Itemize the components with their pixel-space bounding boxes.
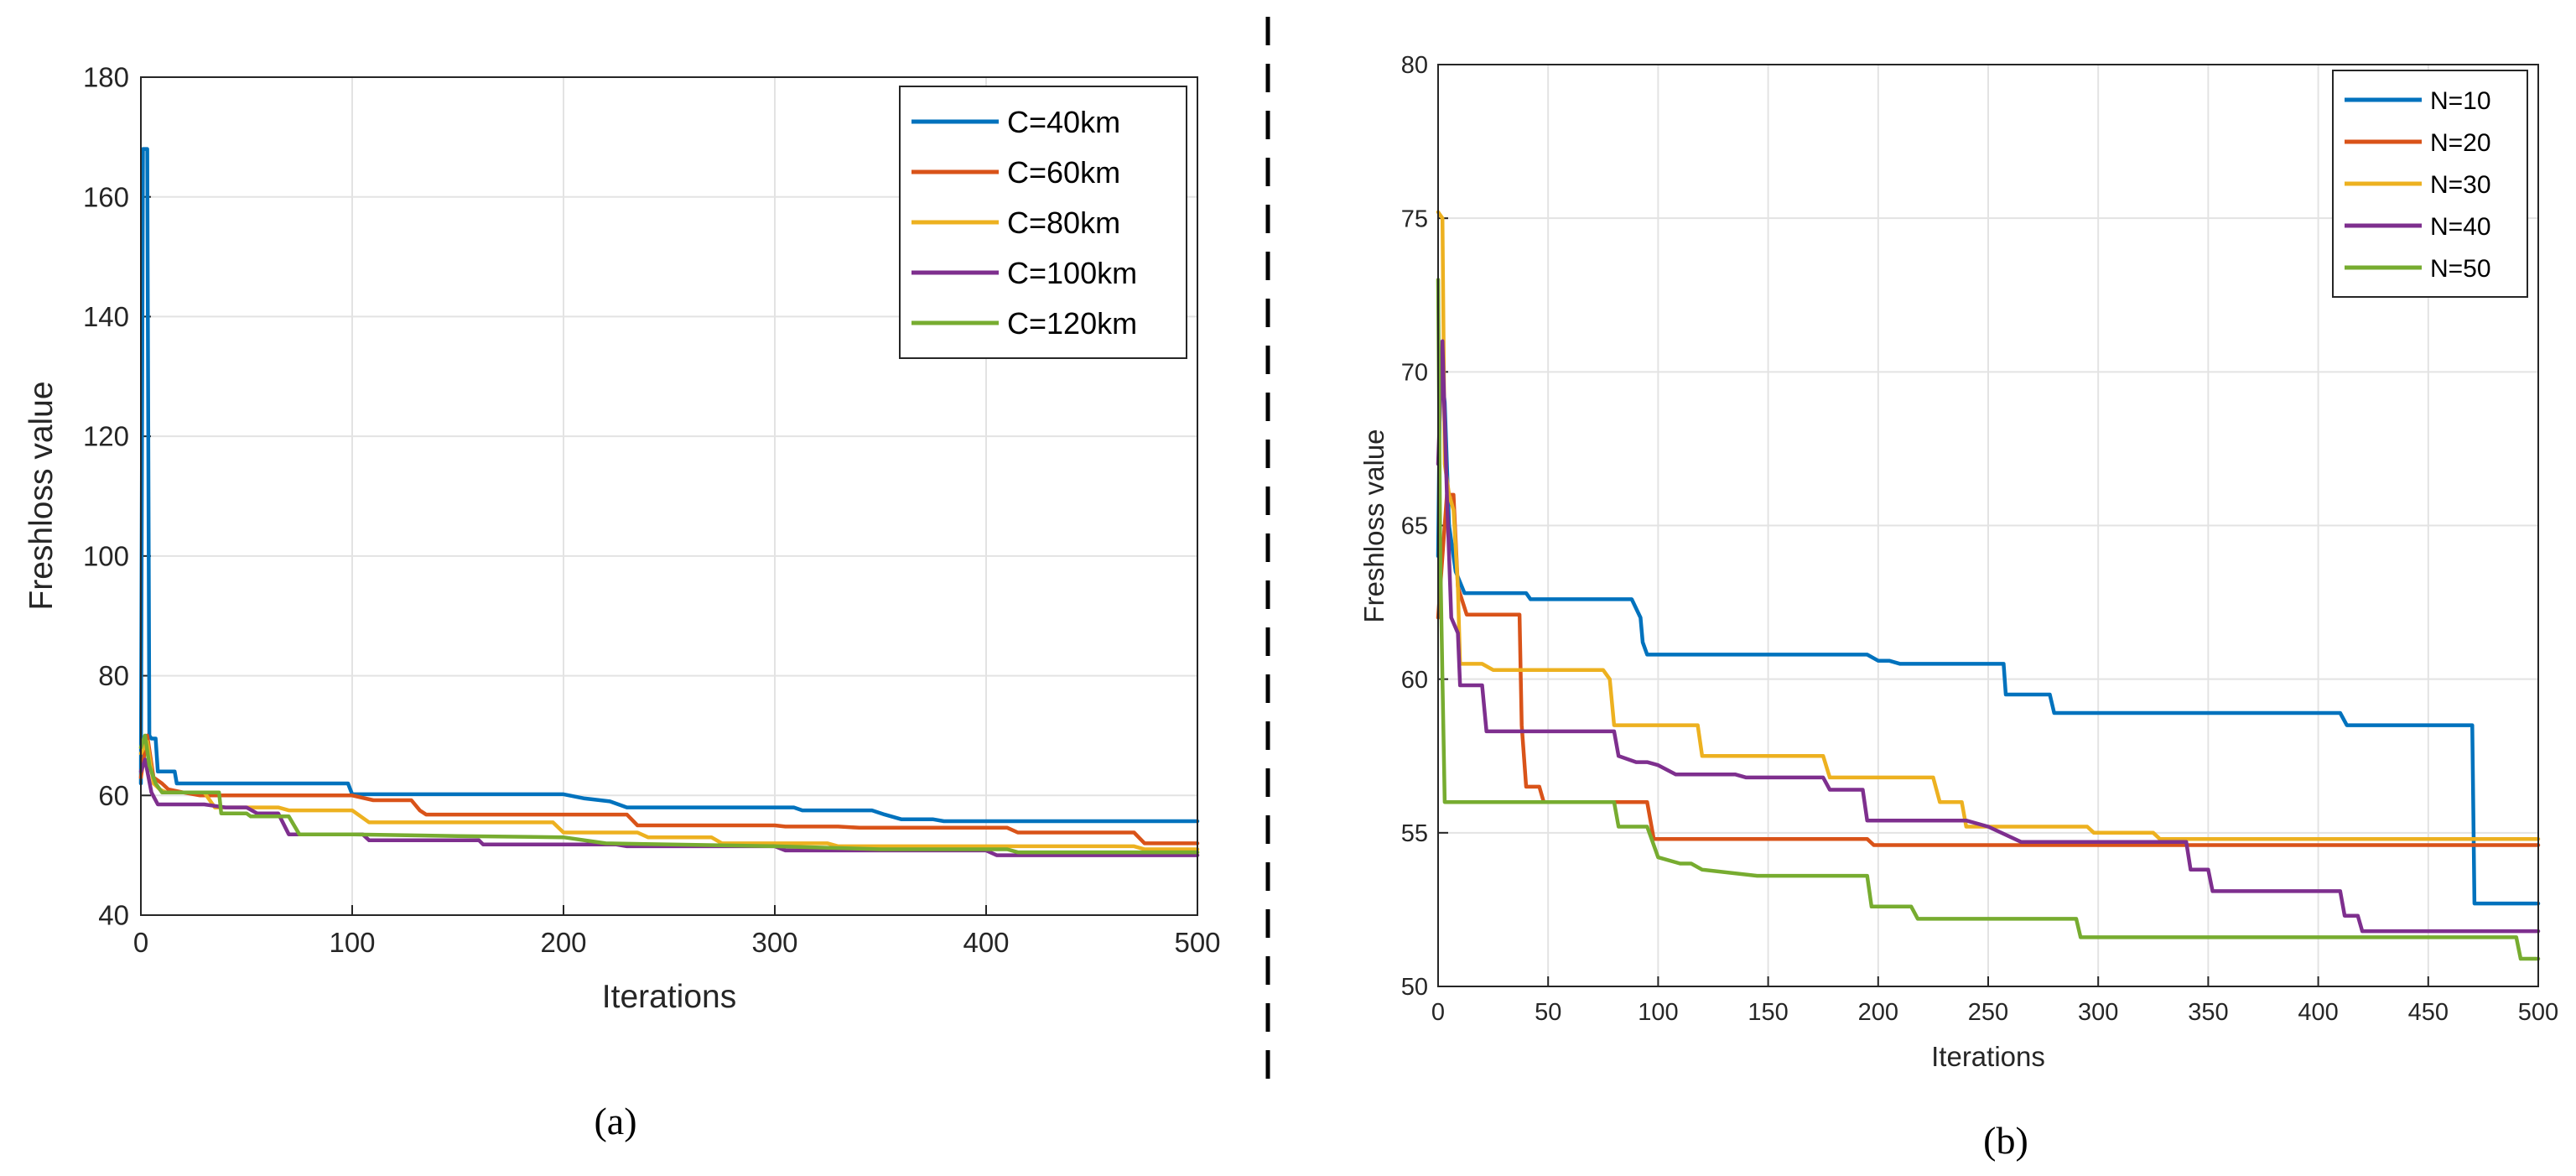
- x-tick-label: 350: [2188, 999, 2228, 1026]
- series-line-c-40km: [138, 147, 1200, 824]
- legend-label: N=50: [2430, 255, 2491, 283]
- y-tick-label: 65: [1401, 513, 1428, 540]
- series-line-n-50: [1436, 278, 2541, 961]
- legend-label: N=40: [2430, 213, 2491, 241]
- x-tick-label: 300: [751, 927, 797, 958]
- y-tick-label: 80: [1401, 52, 1428, 79]
- plot-frame-a: [140, 76, 1198, 916]
- x-tick-label: 100: [1638, 999, 1678, 1026]
- series-lines-a: [138, 147, 1200, 857]
- legend-label: C=60km: [1007, 155, 1120, 190]
- x-tick-label: 0: [133, 927, 148, 958]
- series-line-n-40: [1436, 339, 2541, 934]
- x-tick-label: 100: [329, 927, 375, 958]
- x-axis-label-b: Iterations: [1931, 1041, 2045, 1072]
- legend-label: N=20: [2430, 129, 2491, 157]
- y-tick-label: 55: [1401, 820, 1428, 847]
- x-axis-label-a: Iterations: [602, 979, 736, 1015]
- legend-label: C=120km: [1007, 306, 1137, 341]
- x-tick-label: 200: [540, 927, 586, 958]
- chart-panel-a: 0 100 200 300 400 500 40 60 80 100 120 140 160 180 C=…: [23, 62, 1221, 1142]
- y-tick-label: 180: [83, 62, 129, 93]
- caption-a: (a): [594, 1100, 636, 1142]
- x-tick-label: 400: [2298, 999, 2338, 1026]
- legend-label: C=80km: [1007, 206, 1120, 240]
- chart-panel-b: 0 50 100 150 200 250 300 350 400 450 5005055606570…: [1358, 52, 2558, 1162]
- series-line-c-120km: [138, 733, 1200, 855]
- legend-label: N=30: [2430, 171, 2491, 199]
- x-tick-label: 200: [1858, 999, 1898, 1026]
- y-tick-label: 100: [83, 540, 129, 571]
- series-line-n-30: [1436, 210, 2541, 841]
- x-tick-label: 250: [1968, 999, 2008, 1026]
- x-tick-label: 300: [2078, 999, 2118, 1026]
- legend-label: C=40km: [1007, 105, 1120, 139]
- y-tick-label: 160: [83, 181, 129, 212]
- x-tick-label: 400: [963, 927, 1009, 958]
- y-tick-label: 50: [1401, 974, 1428, 1001]
- y-tick-label: 140: [83, 301, 129, 332]
- y-tick-label: 120: [83, 421, 129, 452]
- y-tick-label: 60: [98, 780, 129, 811]
- x-tick-label: 50: [1535, 999, 1561, 1026]
- legend-label: N=10: [2430, 87, 2491, 115]
- tick-labels-b: 0 50 100 150 200 250 300 350 400 450 5005055606570…: [1401, 52, 2558, 1026]
- y-tick-label: 70: [1401, 359, 1428, 386]
- y-tick-label: 60: [1401, 667, 1428, 694]
- y-tick-label: 80: [98, 660, 129, 691]
- series-line-n-20: [1436, 492, 2541, 847]
- y-axis-label-a: Freshloss value: [23, 381, 60, 610]
- x-tick-label: 0: [1431, 999, 1445, 1026]
- y-tick-label: 40: [98, 900, 129, 931]
- plot-frame-b: [1437, 64, 2539, 987]
- series-lines-b: [1436, 210, 2541, 961]
- y-axis-label-b: Freshloss value: [1358, 429, 1389, 622]
- x-tick-label: 450: [2408, 999, 2449, 1026]
- x-tick-label: 500: [1174, 927, 1220, 958]
- caption-b: (b): [1983, 1119, 2028, 1162]
- legend-b: N=10 N=20 N=30 N=40 N=50: [2332, 70, 2528, 298]
- tick-labels-a: 0 100 200 300 400 500 40 60 80 100 120 140 160 180: [83, 62, 1221, 958]
- series-line-c-60km: [138, 733, 1200, 846]
- legend-label: C=100km: [1007, 256, 1137, 290]
- x-tick-label: 500: [2518, 999, 2558, 1026]
- x-tick-label: 150: [1748, 999, 1788, 1026]
- legend-a: C=40km C=60km C=80km C=100km C=120km: [899, 86, 1187, 359]
- y-tick-label: 75: [1401, 206, 1428, 232]
